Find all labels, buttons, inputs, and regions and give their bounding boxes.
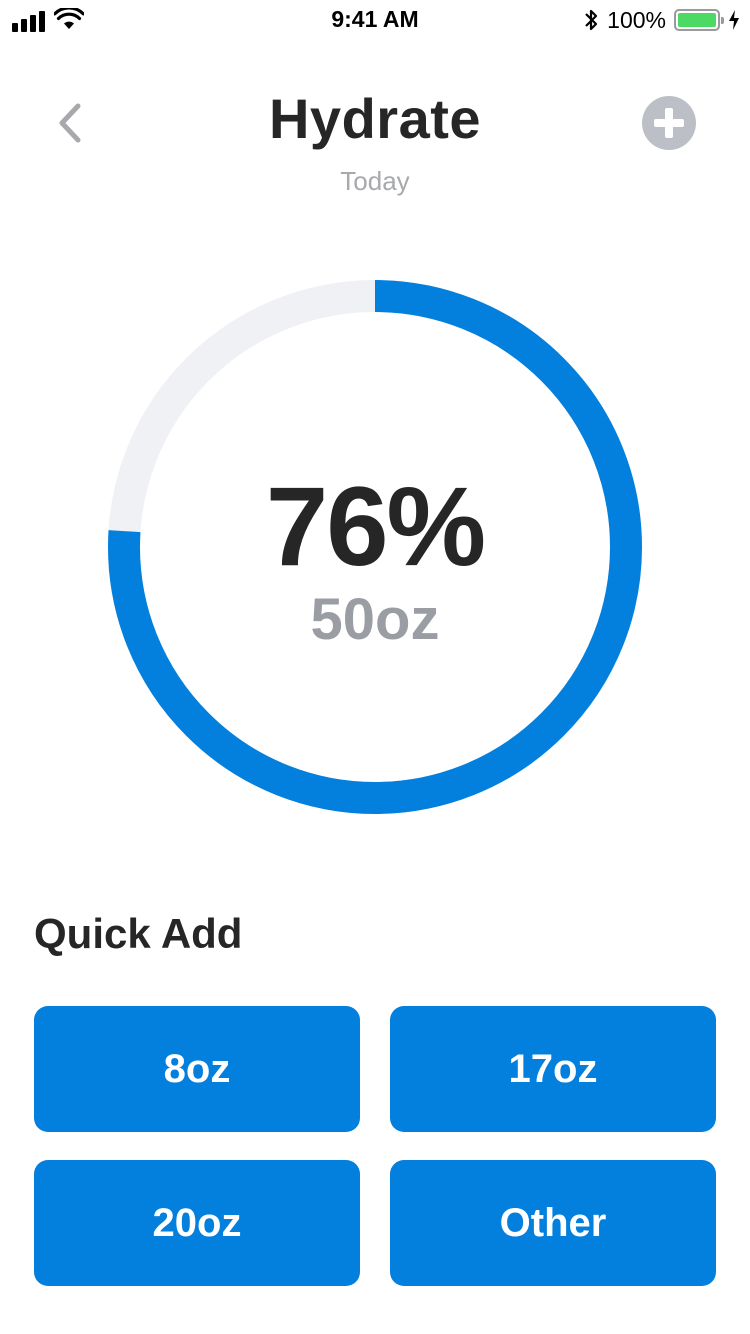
progress-ring: [108, 280, 642, 814]
quick-add-title: Quick Add: [34, 910, 243, 957]
quick-add-other-button[interactable]: Other: [390, 1160, 716, 1286]
wifi-icon: [54, 8, 84, 29]
quick-add-8oz-button[interactable]: 8oz: [34, 1006, 360, 1132]
page-subtitle: Today: [340, 166, 410, 196]
progress-amount: 50oz: [310, 587, 440, 652]
quick-add-17oz-button[interactable]: 17oz: [390, 1006, 716, 1132]
page-title: Hydrate: [268, 87, 482, 150]
battery-icon: [674, 9, 724, 31]
quick-add-20oz-button[interactable]: 20oz: [34, 1160, 360, 1286]
status-bar: 9:41 AM 100%: [0, 0, 750, 40]
charging-icon: [729, 10, 739, 30]
signal-icon: [12, 8, 45, 32]
battery-percent: 100%: [607, 6, 666, 33]
back-button[interactable]: [52, 98, 88, 148]
status-time: 9:41 AM: [331, 6, 419, 32]
bluetooth-icon: [585, 9, 598, 31]
chevron-left-icon: [59, 103, 81, 143]
add-button[interactable]: [642, 96, 696, 150]
progress-percent: 76%: [265, 464, 486, 589]
progress-ring-fill: [108, 280, 642, 814]
